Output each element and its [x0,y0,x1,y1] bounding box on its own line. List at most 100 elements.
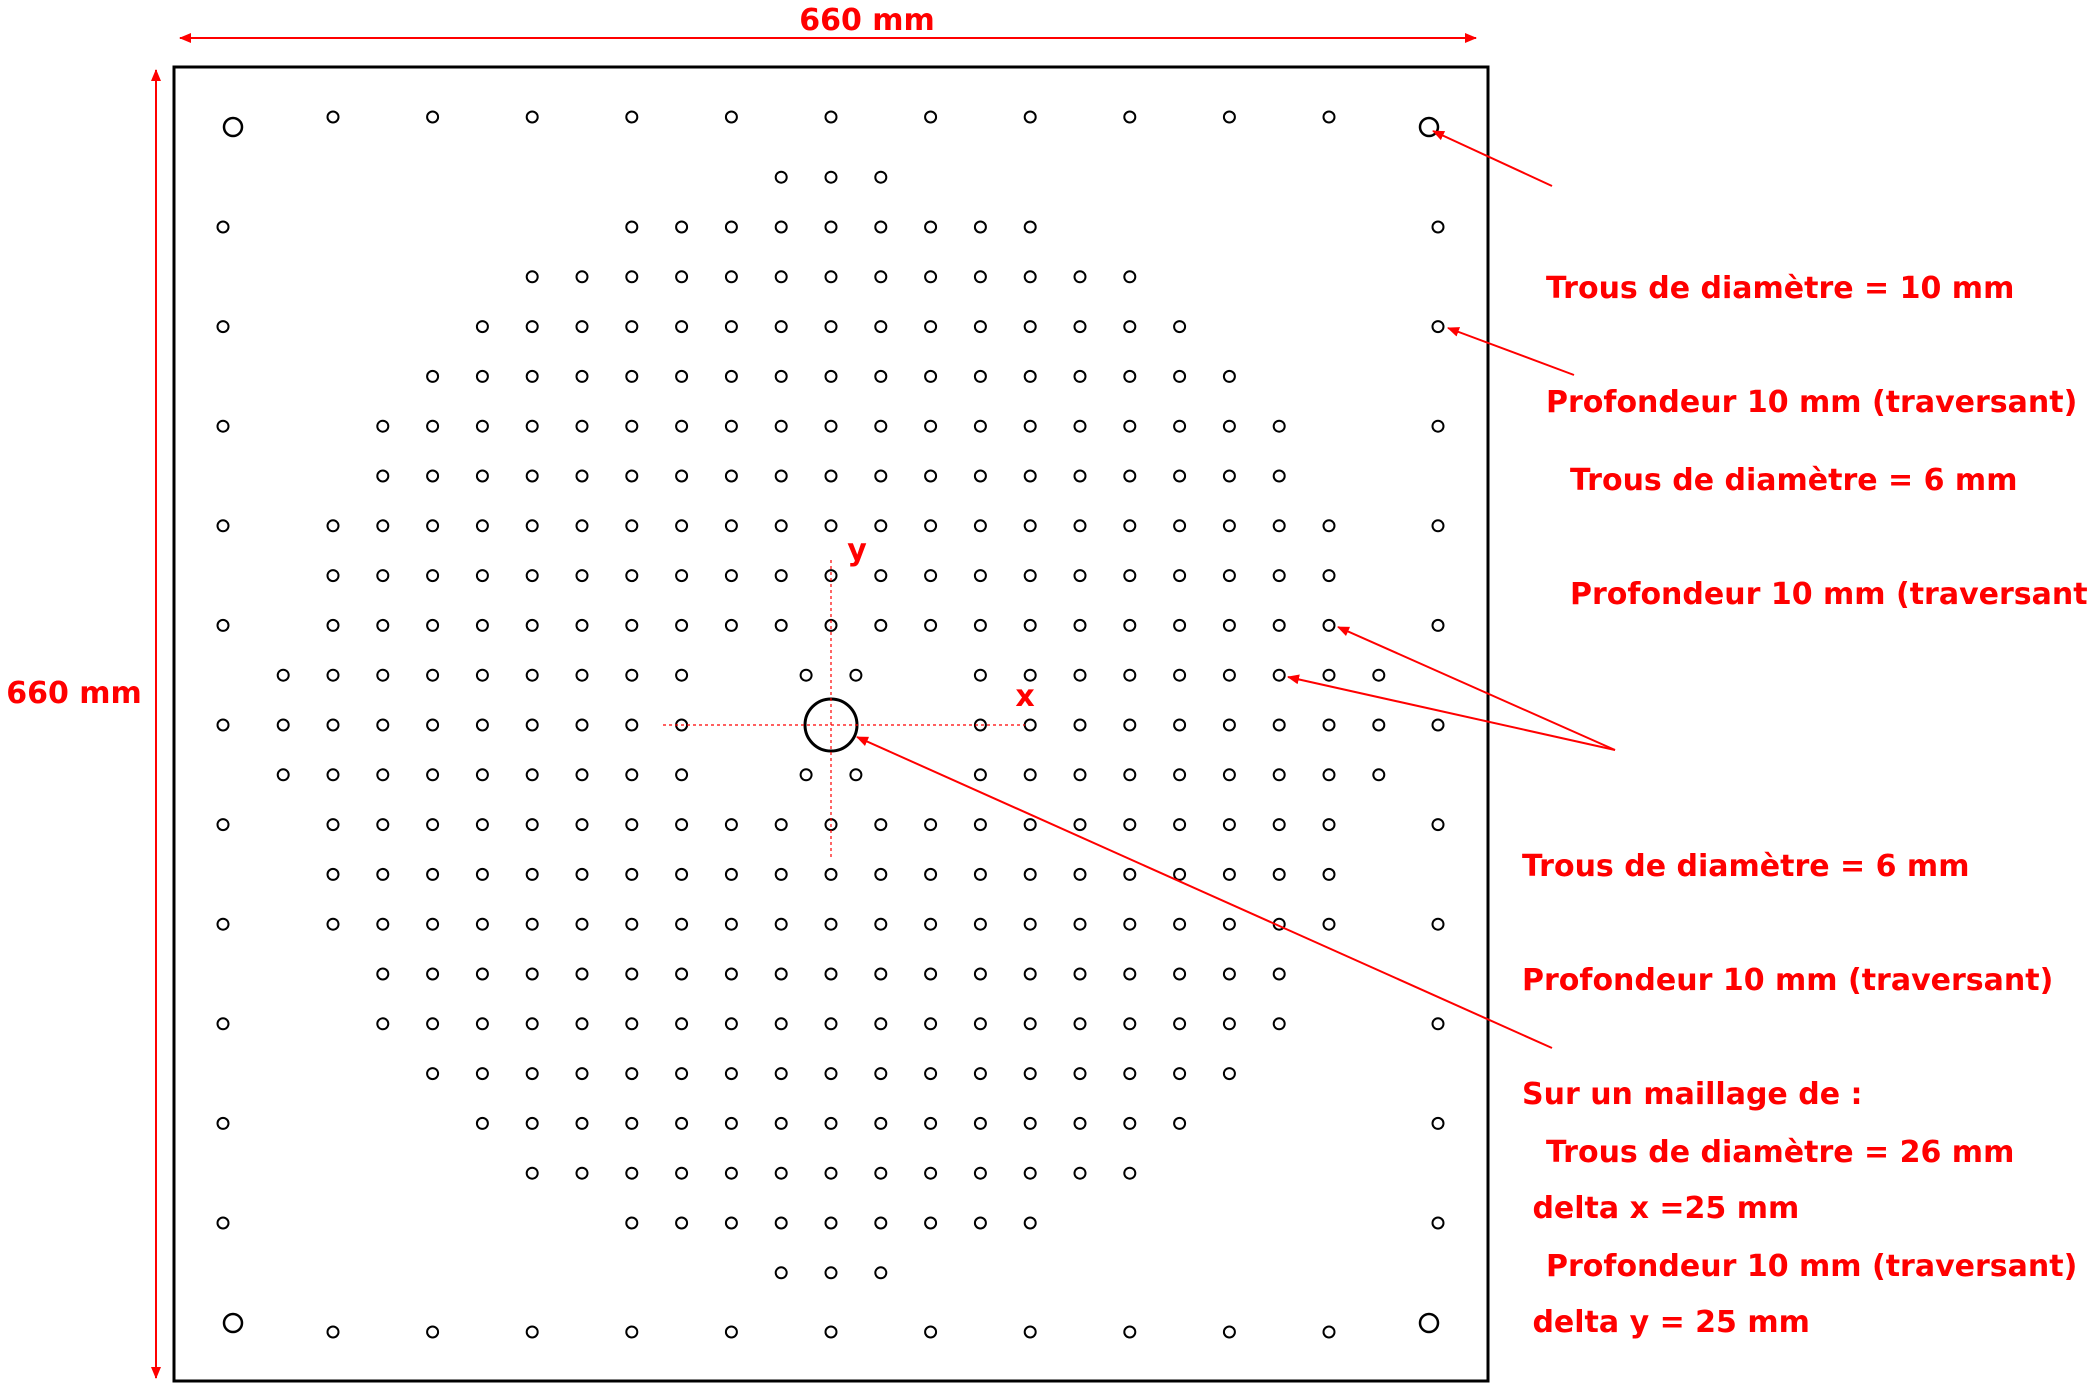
grid-hole-6mm [326,569,340,583]
grid-hole-6mm [1023,569,1037,583]
grid-hole-6mm [625,818,639,832]
grid-hole-6mm [575,270,589,284]
grid-hole-6mm [525,369,539,383]
grid-hole-6mm [824,469,838,483]
grid-hole-6mm [824,618,838,632]
grid-hole-6mm [525,917,539,931]
grid-hole-6mm [1222,668,1236,682]
grid-hole-6mm [575,419,589,433]
grid-hole-pattern [276,170,1386,1280]
grid-hole-6mm [675,320,689,334]
height-dimension-label: 660 mm [6,676,142,711]
grid-hole-6mm [774,320,788,334]
grid-hole-6mm [924,867,938,881]
y-axis-label: y [847,533,867,568]
grid-hole-6mm [675,1166,689,1180]
grid-hole-6mm [924,320,938,334]
grid-hole-6mm [426,967,440,981]
grid-hole-6mm [475,419,489,433]
grid-hole-6mm [326,668,340,682]
grid-hole-6mm [575,917,589,931]
annotation-line: Profondeur 10 mm (traversant) [1546,1249,2078,1284]
grid-hole-6mm [475,1017,489,1031]
edge-hole-6mm [1431,519,1445,533]
grid-hole-6mm [774,419,788,433]
grid-hole-6mm [799,768,813,782]
annotation-line: delta y = 25 mm [1522,1305,1810,1340]
grid-hole-6mm [1173,1067,1187,1081]
grid-hole-6mm [525,768,539,782]
grid-hole-6mm [924,618,938,632]
grid-hole-6mm [924,1067,938,1081]
grid-hole-6mm [774,519,788,533]
grid-hole-6mm [924,818,938,832]
grid-hole-6mm [1123,1166,1137,1180]
grid-hole-6mm [849,668,863,682]
grid-hole-6mm [824,1216,838,1230]
grid-hole-6mm [1023,1017,1037,1031]
grid-hole-6mm [1322,818,1336,832]
grid-hole-6mm [625,469,639,483]
grid-hole-6mm [675,270,689,284]
x-axis-label: x [1015,679,1034,714]
grid-hole-6mm [525,469,539,483]
grid-hole-6mm [1023,618,1037,632]
grid-hole-6mm [874,818,888,832]
grid-hole-6mm [1073,967,1087,981]
grid-hole-6mm [1023,220,1037,234]
edge-hole-6mm [1431,320,1445,334]
grid-hole-6mm [924,1116,938,1130]
grid-hole-6mm [525,818,539,832]
corner-hole-10mm [222,116,244,138]
plate-outline [172,65,1490,1383]
grid-hole-6mm [475,967,489,981]
grid-hole-6mm [824,1116,838,1130]
grid-hole-6mm [525,1116,539,1130]
annotation-line: Trous de diamètre = 26 mm [1546,1135,2015,1170]
grid-hole-6mm [1073,867,1087,881]
edge-hole-6mm [724,110,738,124]
grid-hole-6mm [1222,718,1236,732]
edge-hole-6mm [216,818,230,832]
grid-hole-6mm [1222,917,1236,931]
edge-hole-6mm [1431,917,1445,931]
grid-hole-6mm [525,1166,539,1180]
edge-hole-6mm [216,618,230,632]
grid-hole-6mm [1173,768,1187,782]
edge-hole-6mm [426,110,440,124]
grid-hole-6mm [1272,618,1286,632]
grid-hole-6mm [1073,768,1087,782]
grid-hole-6mm [1023,967,1037,981]
grid-hole-6mm [575,1017,589,1031]
grid-hole-6mm [625,917,639,931]
grid-hole-6mm [1023,818,1037,832]
grid-hole-6mm [924,270,938,284]
grid-hole-6mm [924,519,938,533]
grid-hole-6mm [376,618,390,632]
leader-line-10mm [1432,130,1553,187]
grid-hole-6mm [426,917,440,931]
grid-hole-6mm [1272,718,1286,732]
grid-hole-6mm [376,917,390,931]
width-dimension-label: 660 mm [799,3,935,38]
grid-hole-6mm [724,419,738,433]
grid-hole-6mm [924,1216,938,1230]
edge-hole-6mm [1431,818,1445,832]
edge-hole-6mm [1431,1216,1445,1230]
annotation-6mm-edge-holes: Trous de diamètre = 6 mm Profondeur 10 m… [1570,386,2088,652]
grid-hole-6mm [376,469,390,483]
edge-hole-6mm [216,519,230,533]
grid-hole-6mm [625,569,639,583]
grid-hole-6mm [824,270,838,284]
grid-hole-6mm [1073,618,1087,632]
edge-hole-6mm [1431,419,1445,433]
edge-hole-6mm [1431,220,1445,234]
grid-hole-6mm [326,917,340,931]
grid-hole-6mm [575,967,589,981]
grid-hole-6mm [924,369,938,383]
grid-hole-6mm [525,668,539,682]
grid-hole-6mm [724,469,738,483]
grid-hole-6mm [924,1017,938,1031]
grid-hole-6mm [625,369,639,383]
grid-hole-6mm [376,718,390,732]
